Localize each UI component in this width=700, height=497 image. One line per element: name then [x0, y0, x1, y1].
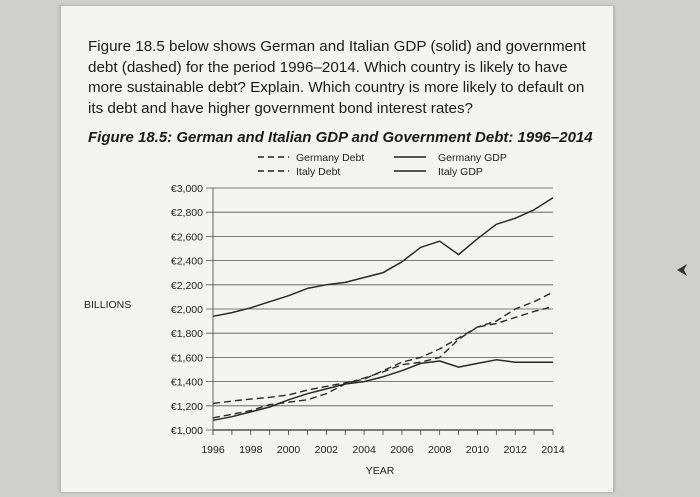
- y-tick-label: €1,800: [171, 328, 203, 340]
- y-tick-label: €2,000: [171, 304, 203, 316]
- italy-debt-line: [212, 291, 554, 405]
- y-tick-label: €3,000: [171, 183, 203, 195]
- germany-debt-line: [212, 305, 554, 419]
- y-tick-label: €1,200: [171, 401, 203, 413]
- y-tick-label: €1,600: [171, 352, 203, 364]
- y-tick-label: €2,600: [171, 231, 203, 243]
- x-tick-label: 2014: [541, 444, 565, 456]
- x-tick-label: 2010: [466, 444, 490, 456]
- x-tick-label: 2004: [352, 444, 376, 456]
- figure-title: Figure 18.5: German and Italian GDP and …: [88, 129, 593, 146]
- x-axis-title: YEAR: [366, 465, 395, 477]
- y-tick-label: €1,400: [171, 377, 203, 389]
- y-tick-label: €2,200: [171, 280, 203, 292]
- x-tick-label: 2002: [315, 444, 339, 456]
- y-tick-label: €1,000: [171, 425, 203, 437]
- paper-page: [60, 6, 614, 492]
- x-tick-label: 2006: [390, 444, 414, 456]
- y-tick-label: €2,400: [171, 256, 203, 268]
- y-tick-label: €2,800: [171, 207, 203, 219]
- legend-label: Italy Debt: [296, 166, 340, 178]
- legend-label: Germany Debt: [296, 152, 364, 164]
- germany-gdp-line: [212, 197, 554, 318]
- x-tick-label: 2008: [428, 444, 452, 456]
- mouse-cursor-icon: [677, 264, 687, 276]
- legend-label: Italy GDP: [438, 166, 483, 178]
- y-axis-title: BILLIONS: [84, 299, 131, 311]
- x-tick-label: 2000: [277, 444, 301, 456]
- x-tick-label: 1996: [201, 444, 225, 456]
- question-text: Figure 18.5 below shows German and Itali…: [88, 38, 586, 117]
- x-tick-label: 2012: [504, 444, 528, 456]
- x-tick-label: 1998: [239, 444, 263, 456]
- legend-label: Germany GDP: [438, 152, 507, 164]
- italy-gdp-line: [212, 359, 553, 422]
